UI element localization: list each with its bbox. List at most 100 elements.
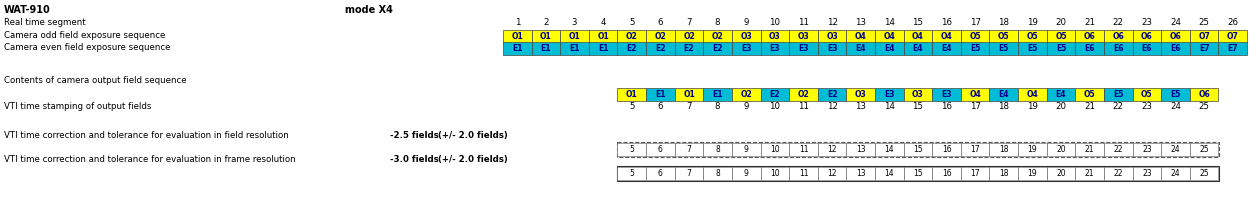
Text: 21: 21 (1084, 18, 1095, 27)
Bar (1046, 167, 1075, 180)
Bar (932, 42, 961, 55)
Text: 22: 22 (1114, 145, 1122, 154)
Text: E3: E3 (884, 90, 895, 99)
Bar (904, 167, 932, 180)
Bar (1017, 88, 1046, 101)
Text: 16: 16 (941, 18, 952, 27)
Text: O3: O3 (855, 90, 866, 99)
Text: E3: E3 (770, 44, 780, 53)
Bar (1161, 30, 1190, 43)
Bar (675, 42, 704, 55)
Bar (503, 30, 531, 43)
Text: 23: 23 (1142, 169, 1151, 178)
Bar (1190, 30, 1219, 43)
Text: 13: 13 (856, 169, 865, 178)
Text: O7: O7 (1199, 32, 1210, 41)
Bar (531, 42, 560, 55)
Text: 25: 25 (1199, 169, 1209, 178)
Text: O4: O4 (969, 90, 981, 99)
Text: 12: 12 (828, 169, 836, 178)
Bar (646, 88, 675, 101)
Text: E5: E5 (999, 44, 1009, 53)
Text: O3: O3 (798, 32, 809, 41)
Bar (732, 167, 760, 180)
Text: E1: E1 (541, 44, 551, 53)
Text: 14: 14 (884, 102, 895, 111)
Text: 9: 9 (744, 18, 749, 27)
Bar (1190, 88, 1219, 101)
Text: 15: 15 (912, 145, 922, 154)
Bar (932, 167, 961, 180)
Bar (961, 42, 990, 55)
Bar (961, 143, 990, 156)
Bar (732, 42, 760, 55)
Bar (618, 143, 646, 156)
Text: E4: E4 (999, 90, 1009, 99)
Bar (1104, 143, 1132, 156)
Bar (1075, 143, 1104, 156)
Bar (818, 88, 846, 101)
Bar (618, 166, 1219, 181)
Text: 12: 12 (826, 18, 838, 27)
Text: 18: 18 (999, 102, 1009, 111)
Text: (+/- 2.0 fields): (+/- 2.0 fields) (438, 155, 508, 164)
Bar (1161, 167, 1190, 180)
Bar (1017, 143, 1046, 156)
Text: O6: O6 (1141, 32, 1152, 41)
Bar (1132, 42, 1161, 55)
Text: E2: E2 (770, 90, 780, 99)
Bar (846, 88, 875, 101)
Text: O5: O5 (1084, 90, 1095, 99)
Text: 12: 12 (828, 145, 836, 154)
Text: 13: 13 (855, 102, 866, 111)
Text: 17: 17 (970, 169, 980, 178)
Text: E2: E2 (626, 44, 638, 53)
Bar (732, 30, 760, 43)
Text: E1: E1 (655, 90, 666, 99)
Bar (990, 30, 1017, 43)
Text: 19: 19 (1028, 102, 1038, 111)
Text: O2: O2 (711, 32, 724, 41)
Text: E6: E6 (1141, 44, 1152, 53)
Text: O2: O2 (682, 32, 695, 41)
Text: O6: O6 (1084, 32, 1095, 41)
Text: 7: 7 (686, 145, 691, 154)
Text: 17: 17 (970, 145, 980, 154)
Text: 19: 19 (1028, 169, 1038, 178)
Text: E1: E1 (512, 44, 522, 53)
Text: -3.0 fields: -3.0 fields (390, 155, 439, 164)
Text: E5: E5 (1112, 90, 1124, 99)
Bar (675, 143, 704, 156)
Text: Real time segment: Real time segment (4, 18, 85, 27)
Text: 11: 11 (799, 169, 809, 178)
Text: E2: E2 (655, 44, 666, 53)
Bar (732, 143, 760, 156)
Bar (704, 42, 732, 55)
Text: 17: 17 (970, 102, 981, 111)
Text: 11: 11 (798, 18, 809, 27)
Bar (1075, 42, 1104, 55)
Bar (1132, 30, 1161, 43)
Text: O1: O1 (540, 32, 551, 41)
Text: O3: O3 (826, 32, 838, 41)
Text: O1: O1 (682, 90, 695, 99)
Text: E2: E2 (826, 90, 838, 99)
Bar (646, 143, 675, 156)
Bar (1104, 167, 1132, 180)
Bar (760, 167, 789, 180)
Text: E2: E2 (712, 44, 722, 53)
Text: 22: 22 (1112, 18, 1124, 27)
Bar (1190, 143, 1219, 156)
Text: 25: 25 (1199, 102, 1210, 111)
Text: E3: E3 (799, 44, 809, 53)
Text: E1: E1 (569, 44, 580, 53)
Text: VTI time stamping of output fields: VTI time stamping of output fields (4, 102, 151, 111)
Bar (818, 143, 846, 156)
Text: 24: 24 (1170, 18, 1181, 27)
Bar (1075, 167, 1104, 180)
Text: E4: E4 (855, 44, 866, 53)
Text: 5: 5 (629, 102, 635, 111)
Text: 18: 18 (999, 169, 1009, 178)
Text: 20: 20 (1055, 102, 1066, 111)
Bar (990, 42, 1017, 55)
